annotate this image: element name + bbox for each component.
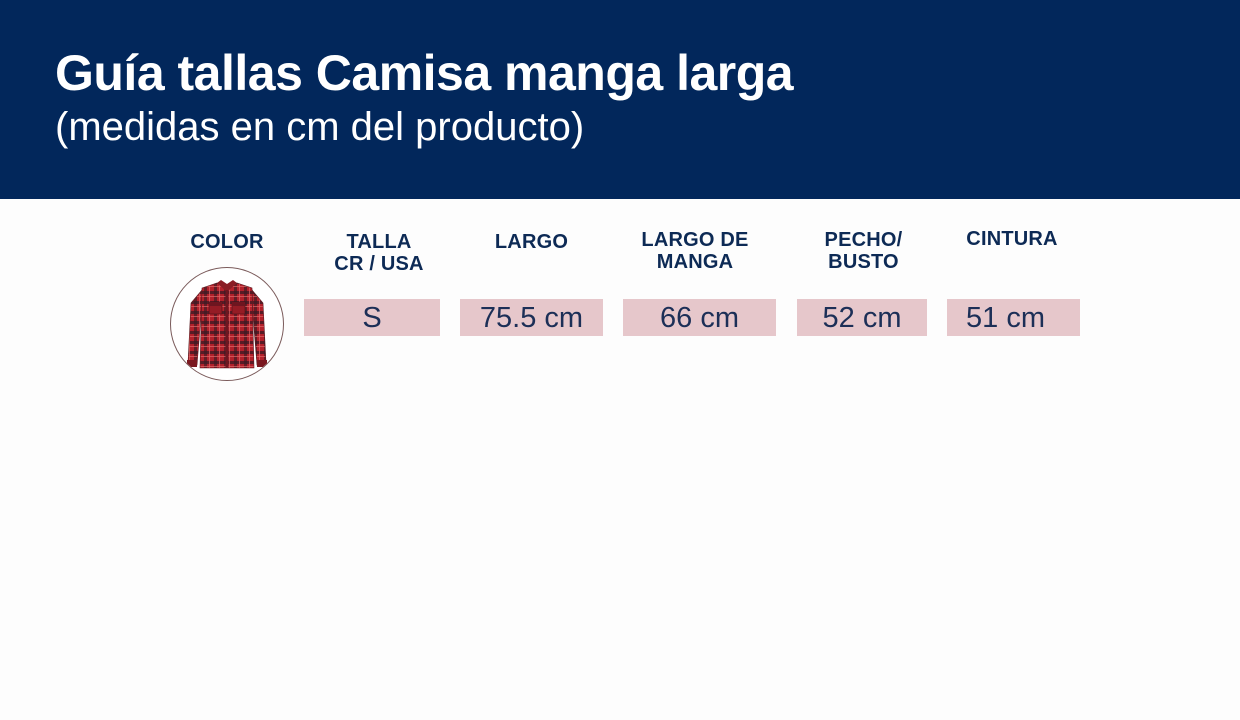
header-banner: Guía tallas Camisa manga larga (medidas … <box>0 0 1240 199</box>
column-header-sleeve-length: LARGO DE MANGA <box>641 229 749 273</box>
sleeve-length-value: 66 cm <box>623 299 776 336</box>
waist-value: 51 cm <box>947 299 1080 336</box>
chest-value: 52 cm <box>797 299 927 336</box>
column-header-length: LARGO <box>494 231 569 253</box>
page-subtitle: (medidas en cm del producto) <box>55 105 585 149</box>
page-title: Guía tallas Camisa manga larga <box>55 45 794 101</box>
column-header-chest: PECHO/ BUSTO <box>824 229 903 273</box>
column-header-waist: CINTURA <box>966 228 1058 250</box>
length-value: 75.5 cm <box>460 299 603 336</box>
column-header-color: COLOR <box>190 231 264 253</box>
red-plaid-long-sleeve-shirt-icon <box>170 267 284 381</box>
size-value: S <box>304 299 440 336</box>
column-header-size: TALLA CR / USA <box>334 231 424 275</box>
